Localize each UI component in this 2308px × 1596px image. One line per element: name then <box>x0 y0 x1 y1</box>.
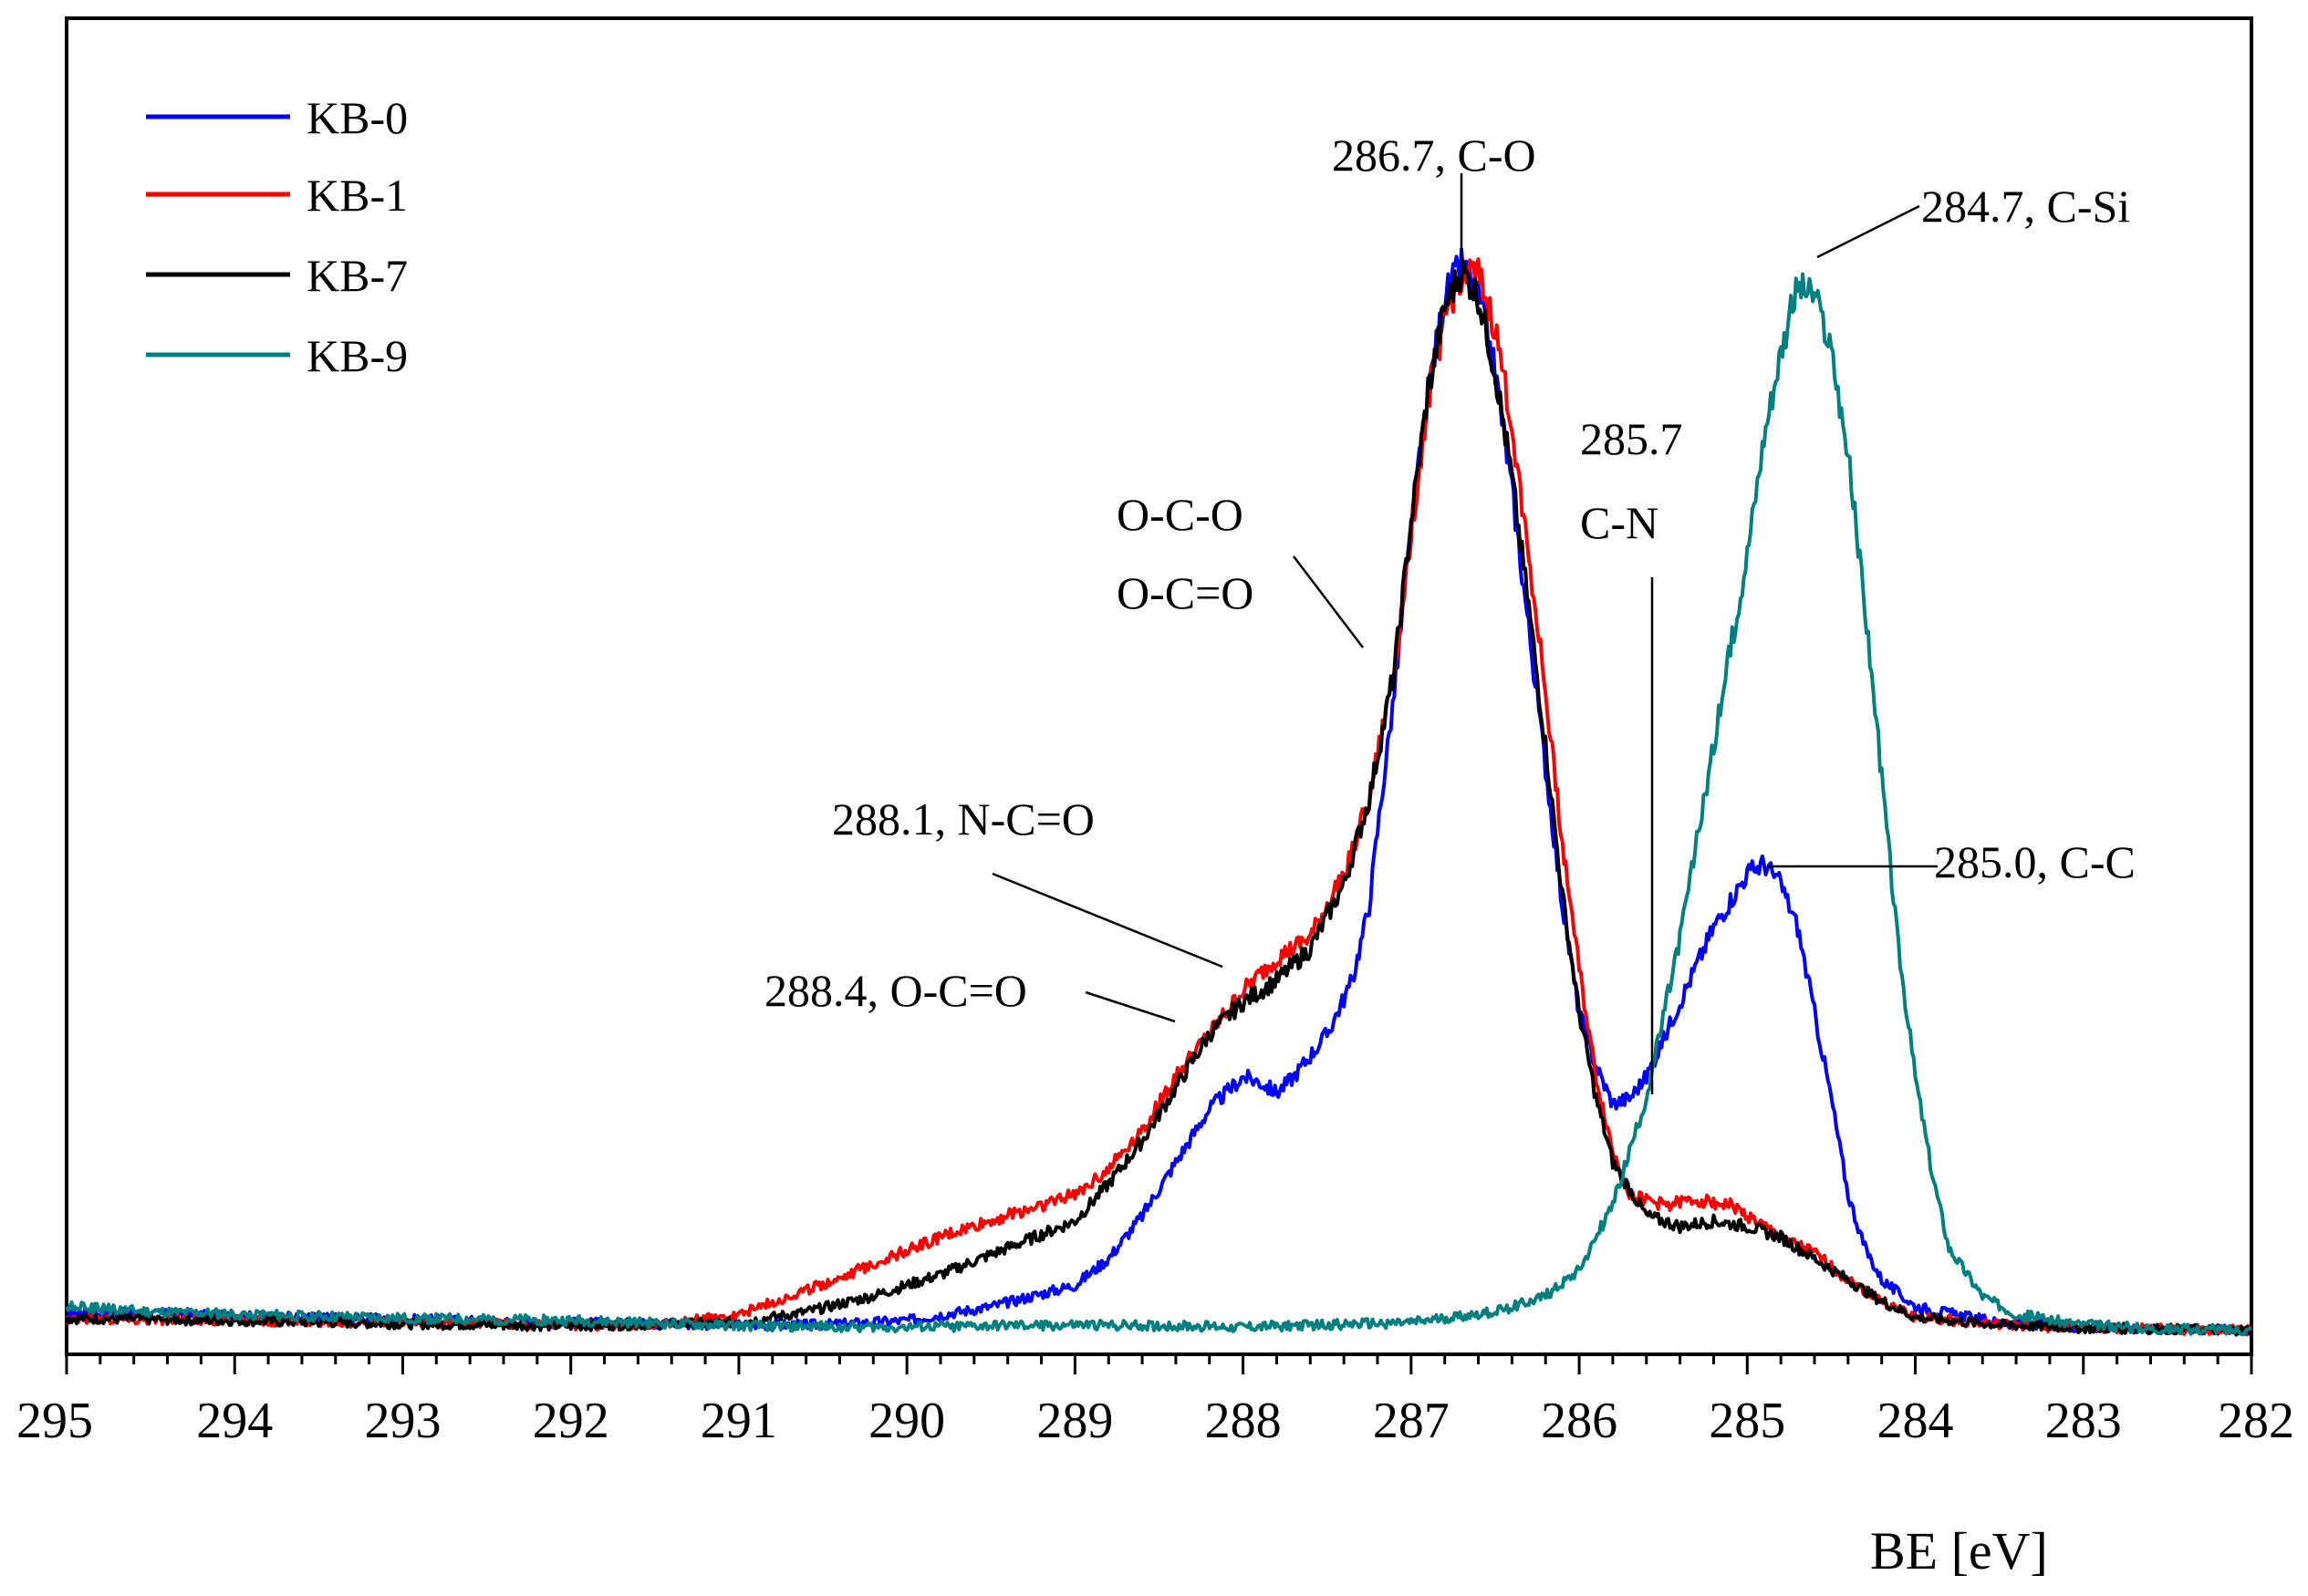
x-tick-label: 283 <box>2045 1393 2122 1449</box>
series-line-kb-1 <box>65 257 2253 1337</box>
legend: KB-0 KB-1 KB-7 KB-9 <box>146 92 408 381</box>
annotation-n-c-eq-o: 288.1, N-C=O <box>832 793 1095 845</box>
x-tick-label: 293 <box>364 1393 441 1449</box>
annotation-c-n-label: C-N <box>1580 497 1658 548</box>
annotation-o-c-eq-o-label: O-C=O <box>1117 567 1253 618</box>
annotation-leaders <box>992 173 1938 1094</box>
x-tick-label: 292 <box>533 1393 609 1449</box>
legend-label-kb-7: KB-7 <box>307 250 408 301</box>
series-line-kb-7 <box>65 259 2252 1337</box>
leader-c-si <box>1816 204 1920 259</box>
x-tick-label: 287 <box>1373 1393 1450 1449</box>
x-tick-label: 284 <box>1877 1393 1954 1449</box>
annotation-c-c: 285.0, C-C <box>1934 836 2136 887</box>
annotation-c-n-value: 285.7 <box>1580 413 1683 464</box>
annotation-o-c-o-label: O-C-O <box>1117 489 1243 540</box>
annotation-o-c-eq-o: 288.4, O-C=O <box>764 965 1027 1016</box>
legend-label-kb-9: KB-9 <box>307 330 408 381</box>
x-tick-label: 282 <box>2218 1393 2294 1449</box>
x-axis-title: BE [eV] <box>1870 1521 2048 1580</box>
x-tick-label: 286 <box>1541 1393 1617 1449</box>
x-tick-label: 295 <box>16 1393 93 1449</box>
x-tick-label: 289 <box>1036 1393 1113 1449</box>
series-layer <box>65 247 2253 1337</box>
legend-label-kb-1: KB-1 <box>307 170 408 221</box>
leader-o-c-o-2 <box>1085 990 1176 1023</box>
x-tick-label: 294 <box>196 1393 273 1449</box>
x-tick-label: 291 <box>701 1393 777 1449</box>
leader-n-c-o <box>992 872 1223 969</box>
x-tick-label: 290 <box>868 1393 945 1449</box>
series-line-kb-0 <box>66 247 2253 1337</box>
leader-o-c-o <box>1293 555 1364 648</box>
annotation-c-si: 284.7, C-Si <box>1921 181 2130 232</box>
legend-label-kb-0: KB-0 <box>307 92 408 143</box>
series-line-kb-9 <box>65 272 2252 1337</box>
x-axis: 295 294 293 292 291 290 289 288 287 286 285 284 283 2… <box>16 1354 2294 1449</box>
x-tick-label: 288 <box>1205 1393 1282 1449</box>
x-tick-label: 285 <box>1709 1393 1785 1449</box>
annotation-c-o: 286.7, C-O <box>1332 130 1536 181</box>
plot-frame <box>65 16 2253 1356</box>
